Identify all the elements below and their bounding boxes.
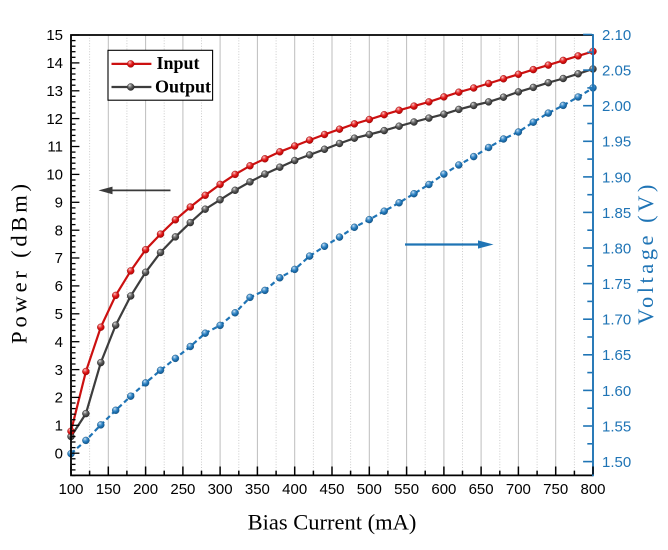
svg-text:4: 4 [55,334,63,351]
svg-text:8: 8 [55,222,63,239]
svg-text:100: 100 [58,481,83,498]
svg-text:7: 7 [55,250,63,267]
svg-text:200: 200 [133,481,158,498]
svg-text:3: 3 [55,362,63,379]
svg-text:1.60: 1.60 [602,383,631,400]
svg-text:400: 400 [282,481,307,498]
svg-text:250: 250 [170,481,195,498]
svg-text:600: 600 [431,481,456,498]
svg-text:1.75: 1.75 [602,276,631,293]
svg-text:2: 2 [55,390,63,407]
svg-text:700: 700 [506,481,531,498]
svg-text:Power (dBm): Power (dBm) [7,180,32,344]
svg-text:800: 800 [580,481,605,498]
svg-text:1.70: 1.70 [602,312,631,329]
svg-text:0: 0 [55,445,63,462]
svg-text:2.05: 2.05 [602,63,631,80]
svg-text:10: 10 [46,167,63,184]
svg-text:1.65: 1.65 [602,347,631,364]
svg-text:6: 6 [55,278,63,295]
svg-text:300: 300 [208,481,233,498]
svg-text:12: 12 [46,111,63,128]
svg-text:1.50: 1.50 [602,454,631,471]
svg-text:1.85: 1.85 [602,205,631,222]
svg-text:1.80: 1.80 [602,240,631,257]
svg-text:Output: Output [155,76,211,96]
svg-text:550: 550 [394,481,419,498]
svg-text:1.90: 1.90 [602,169,631,186]
svg-text:14: 14 [46,55,63,72]
svg-text:15: 15 [46,27,63,44]
svg-text:Voltage (V): Voltage (V) [633,181,658,325]
svg-text:2.10: 2.10 [602,27,631,44]
svg-text:5: 5 [55,306,63,323]
svg-text:500: 500 [357,481,382,498]
svg-text:1: 1 [55,418,63,435]
svg-text:13: 13 [46,83,63,100]
svg-text:11: 11 [47,139,63,156]
svg-text:Bias Current (mA): Bias Current (mA) [248,510,417,535]
svg-text:750: 750 [543,481,568,498]
svg-text:2.00: 2.00 [602,98,631,115]
svg-text:350: 350 [245,481,270,498]
svg-text:1.95: 1.95 [602,134,631,151]
svg-text:150: 150 [96,481,121,498]
svg-text:650: 650 [469,481,494,498]
svg-text:9: 9 [55,195,63,212]
svg-text:Input: Input [157,53,200,73]
svg-text:450: 450 [319,481,344,498]
svg-text:1.55: 1.55 [602,418,631,435]
